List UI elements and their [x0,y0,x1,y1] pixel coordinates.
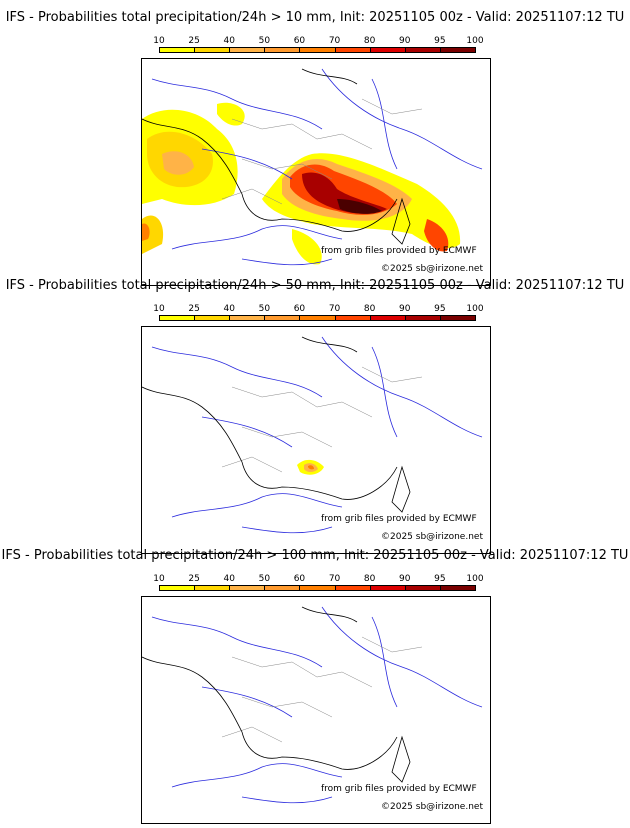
legend-swatch [439,47,476,53]
copyright: ©2025 sb@irizone.net [381,802,483,812]
legend-tick-label: 50 [258,304,271,314]
probability-map [141,58,491,286]
rivers [151,336,483,534]
panel-title: IFS - Probabilities total precipitation/… [5,278,625,293]
legend-tick-label: 10 [153,36,165,46]
legend-swatch [404,315,441,321]
legend-swatch [369,315,406,321]
legend-swatch [299,315,336,321]
legend-swatch [334,315,371,321]
legend-tick-label: 70 [328,304,341,314]
admin-borders [221,366,423,473]
legend-tick-label: 80 [363,36,376,46]
admin-borders [221,98,423,205]
coastline [142,68,411,245]
legend-swatch [229,47,266,53]
legend-tick-label: 95 [434,36,446,46]
legend-swatch [439,585,476,591]
legend-swatch [404,585,441,591]
legend-tick-label: 80 [363,304,376,314]
legend-swatch [334,585,371,591]
probability-map [141,596,491,824]
legend-tick-label: 60 [293,36,306,46]
legend-tick-label: 100 [466,36,484,46]
legend-swatch [264,47,301,53]
legend-swatch [194,585,231,591]
legend-swatch [229,315,266,321]
legend-tick-label: 25 [188,574,200,584]
legend-swatch [299,47,336,53]
legend-swatch [159,585,196,591]
legend-swatch [299,585,336,591]
legend-tick-label: 40 [223,304,235,314]
legend-swatch [439,315,476,321]
legend-tick-label: 60 [293,574,306,584]
legend-tick-label: 25 [188,36,200,46]
legend-tick-label: 90 [399,574,411,584]
probability-map [141,326,491,554]
legend-tick-label: 40 [223,36,235,46]
legend-tick-label: 80 [363,574,376,584]
admin-borders [221,636,423,743]
coastline [142,606,411,783]
legend-swatch [334,47,371,53]
legend-swatch [264,315,301,321]
legend-tick-label: 50 [258,36,271,46]
legend-tick-label: 100 [466,574,484,584]
legend-tick-label: 40 [223,574,235,584]
rivers [151,606,483,804]
precip-field [142,102,461,265]
panel-100mm: IFS - Probabilities total precipitation/… [0,548,630,824]
rivers [151,68,483,266]
legend-swatch [369,585,406,591]
data-credit: from grib files provided by ECMWF [321,246,477,256]
legend-tick-label: 90 [399,304,411,314]
legend-swatch [159,315,196,321]
coastline [142,336,411,513]
legend-swatch [369,47,406,53]
legend-tick-label: 10 [153,304,165,314]
data-credit: from grib files provided by ECMWF [321,514,477,524]
legend-swatch [229,585,266,591]
legend-tick-label: 100 [466,304,484,314]
legend-swatch [194,47,231,53]
precip-field [297,459,324,475]
colorbar-legend: 10 25 40 50 60 70 80 90 95 100 [153,304,484,321]
legend-swatch [264,585,301,591]
legend-tick-label: 25 [188,304,200,314]
colorbar-legend: 10 25 40 50 60 70 80 90 95 100 [153,36,484,53]
panel-50mm: IFS - Probabilities total precipitation/… [0,278,630,554]
map-svg [142,336,483,534]
legend-tick-label: 50 [258,574,271,584]
data-credit: from grib files provided by ECMWF [321,784,477,794]
legend-tick-label: 95 [434,304,446,314]
legend-tick-label: 70 [328,574,341,584]
colorbar-legend: 10 25 40 50 60 70 80 90 95 100 [153,574,484,591]
legend-swatch [404,47,441,53]
legend-tick-label: 70 [328,36,341,46]
copyright: ©2025 sb@irizone.net [381,532,483,542]
legend-swatch [194,315,231,321]
legend-tick-label: 60 [293,304,306,314]
legend-tick-label: 95 [434,574,446,584]
map-svg [142,68,483,266]
panel-title: IFS - Probabilities total precipitation/… [5,10,625,25]
legend-swatch [159,47,196,53]
panel-title: IFS - Probabilities total precipitation/… [1,548,629,563]
legend-tick-label: 10 [153,574,165,584]
map-svg [142,606,483,804]
copyright: ©2025 sb@irizone.net [381,264,483,274]
legend-tick-label: 90 [399,36,411,46]
panel-10mm: IFS - Probabilities total precipitation/… [0,10,630,286]
